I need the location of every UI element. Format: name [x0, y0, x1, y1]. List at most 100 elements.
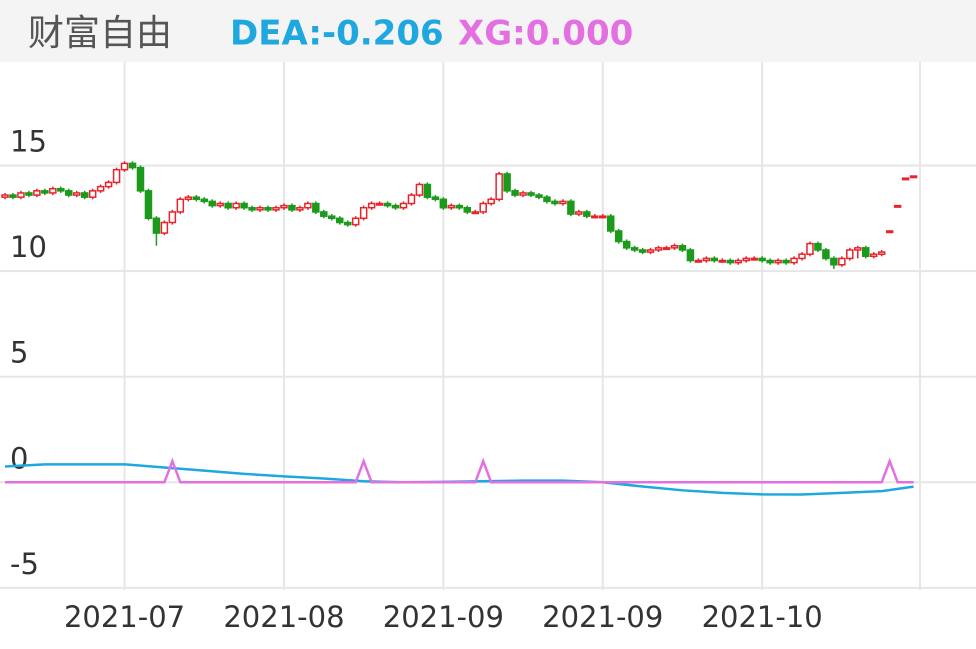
- candle-body: [487, 198, 495, 205]
- candle-body: [80, 192, 89, 198]
- x-tick-label: 2021-08: [223, 600, 344, 634]
- y-tick-label: 15: [10, 124, 47, 158]
- candle-body: [575, 211, 583, 215]
- candle-body: [383, 202, 392, 207]
- candle-body: [1, 194, 9, 198]
- candle-body: [320, 211, 328, 217]
- candle-body: [343, 221, 352, 226]
- candle-body: [734, 259, 742, 264]
- plot: 15 10 5 0 -5 2021-07 2021-08 2021-09 2021-09 2021…: [0, 62, 976, 634]
- candle-body: [511, 190, 519, 196]
- candle-body: [614, 230, 623, 243]
- candle-body: [335, 217, 344, 224]
- candle-body: [25, 192, 33, 196]
- candle-body: [583, 211, 591, 217]
- x-tick-label: 2021-09: [542, 600, 663, 634]
- candle-body: [710, 257, 719, 262]
- candle-body: [814, 242, 822, 251]
- y-tick-label: 5: [10, 336, 28, 370]
- candle-body: [638, 249, 647, 253]
- candle-body: [272, 206, 280, 211]
- xg-label: XG:0.000: [458, 14, 633, 54]
- candle-body: [17, 192, 25, 198]
- candle-body: [367, 202, 376, 209]
- candle-body: [838, 257, 846, 266]
- candle-body: [184, 196, 193, 201]
- candle-body: [280, 204, 288, 209]
- candle-body: [869, 253, 878, 258]
- candle-body: [646, 249, 655, 253]
- candle-body: [296, 206, 304, 211]
- candle-body: [750, 257, 758, 261]
- candle-body: [415, 183, 424, 196]
- candle-body: [567, 200, 575, 215]
- candle-body: [375, 202, 384, 206]
- candle-body: [678, 244, 687, 251]
- candle-body: [399, 202, 408, 209]
- candle-body: [57, 187, 65, 192]
- candle-body: [104, 181, 113, 188]
- candle-body: [654, 247, 663, 251]
- candle-body: [455, 204, 464, 209]
- indicator-line: [4, 463, 914, 496]
- candle-body: [33, 190, 41, 196]
- candle-body: [49, 187, 57, 194]
- candle-body: [758, 257, 766, 262]
- candle-body: [495, 173, 503, 201]
- candle-body: [606, 215, 615, 232]
- candle-body: [176, 198, 185, 213]
- candle-body: [702, 257, 711, 262]
- candle-body: [120, 162, 129, 171]
- candle-body: [471, 211, 479, 215]
- candle-body: [742, 257, 750, 262]
- indicator-line: [5, 457, 914, 484]
- candle-body: [328, 215, 336, 220]
- candle-body: [112, 168, 121, 184]
- candle-body: [240, 202, 248, 209]
- candle-body: [503, 173, 511, 192]
- candle-body: [527, 192, 535, 196]
- candle-body: [854, 247, 862, 251]
- candle-body: [862, 247, 870, 258]
- candle-body: [152, 217, 161, 234]
- candle-body: [264, 206, 272, 211]
- candle-body: [423, 183, 432, 198]
- candle-body: [96, 185, 105, 192]
- candle-body: [256, 206, 264, 211]
- candle-body: [830, 257, 838, 266]
- candle-body: [535, 194, 543, 198]
- candle-body: [694, 259, 703, 263]
- candle-body: [216, 202, 224, 207]
- y-tick-label: 10: [10, 230, 47, 264]
- candle-body: [790, 257, 798, 264]
- header-band: [0, 0, 976, 62]
- candle-body: [200, 198, 208, 203]
- candle-body: [543, 196, 551, 203]
- candle-body: [591, 215, 599, 219]
- candle-body: [885, 230, 894, 234]
- candle-body: [662, 247, 671, 251]
- chart-title: 财富自由: [28, 13, 172, 54]
- candle-body: [391, 204, 400, 209]
- candle-body: [798, 253, 806, 260]
- dea-label: DEA:-0.206: [230, 14, 444, 54]
- candle-body: [312, 202, 320, 213]
- candle-body: [168, 211, 177, 224]
- candle-body: [519, 192, 527, 196]
- candle-body: [65, 190, 73, 196]
- candle-body: [351, 217, 360, 226]
- candle-body: [559, 200, 567, 205]
- candle-body: [128, 162, 137, 169]
- candle-body: [774, 259, 782, 264]
- candle-body: [822, 249, 830, 260]
- candle-body: [630, 247, 639, 251]
- candle-body: [447, 204, 456, 209]
- candle-body: [901, 177, 910, 181]
- candle-body: [439, 198, 448, 209]
- candle-body: [782, 259, 790, 264]
- candle-body: [359, 206, 368, 220]
- candle-body: [224, 202, 232, 209]
- candle-body: [304, 202, 312, 209]
- candle-body: [877, 251, 886, 255]
- y-tick-label: -5: [10, 547, 39, 581]
